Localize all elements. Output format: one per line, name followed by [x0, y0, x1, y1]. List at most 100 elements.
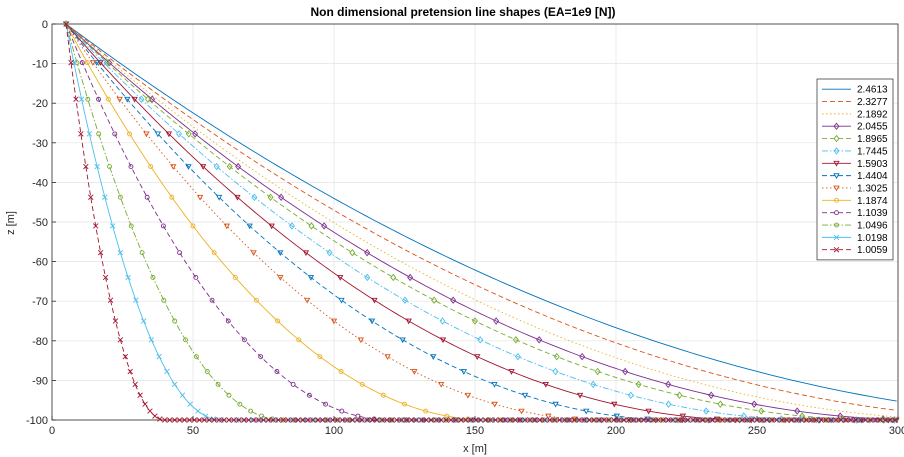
data-point-marker	[477, 336, 484, 344]
data-point-marker	[591, 417, 597, 423]
data-point-marker	[586, 417, 592, 423]
data-point-marker	[364, 417, 370, 423]
legend-label: 1.3025	[857, 183, 888, 194]
data-point-marker	[267, 193, 274, 201]
data-point-marker	[474, 354, 481, 360]
data-point-marker	[778, 417, 785, 423]
data-point-marker	[536, 336, 543, 344]
data-point-marker	[428, 417, 435, 423]
data-point-marker	[290, 381, 296, 387]
data-point-marker	[472, 317, 478, 325]
data-point-marker	[248, 408, 254, 414]
legend-label: 2.0455	[857, 122, 888, 133]
data-point-marker	[172, 318, 178, 324]
data-point-marker	[813, 417, 819, 423]
data-point-marker	[167, 417, 173, 423]
data-point-marker	[156, 353, 162, 360]
data-point-marker	[438, 417, 444, 423]
data-point-marker	[699, 417, 706, 423]
data-point-marker	[270, 417, 277, 423]
data-point-marker	[241, 417, 248, 423]
data-point-marker	[521, 392, 529, 399]
data-point-marker	[665, 400, 672, 408]
data-point-marker	[250, 250, 257, 257]
data-point-marker	[127, 131, 133, 137]
data-point-marker	[507, 417, 513, 423]
data-point-marker	[690, 417, 696, 423]
legend-entry: 1.7445	[822, 146, 888, 157]
data-point-marker	[296, 417, 302, 423]
data-point-marker	[390, 273, 397, 282]
data-point-marker	[85, 96, 91, 102]
data-point-marker	[807, 417, 814, 423]
y-tick-label: -40	[32, 177, 48, 189]
data-point-marker	[323, 401, 328, 407]
data-point-marker	[601, 417, 607, 423]
data-point-marker	[576, 392, 584, 399]
data-point-marker	[128, 223, 134, 229]
data-point-marker	[477, 417, 484, 423]
data-point-marker	[402, 401, 407, 407]
data-point-marker	[514, 352, 521, 361]
data-point-marker	[213, 162, 220, 171]
data-point-marker	[670, 417, 676, 423]
data-point-marker	[142, 401, 148, 407]
data-point-marker	[236, 417, 242, 423]
legend-entry: 1.1874	[822, 196, 888, 207]
data-point-marker	[92, 223, 99, 229]
legend-label: 1.0198	[857, 233, 888, 244]
data-point-marker	[258, 354, 264, 360]
y-tick-label: -70	[32, 296, 48, 308]
data-point-marker	[285, 417, 291, 423]
y-tick-label: -50	[32, 217, 48, 229]
data-point-marker	[265, 417, 272, 423]
series-2.4613	[65, 23, 897, 402]
data-point-marker	[109, 223, 116, 229]
data-point-marker	[401, 296, 408, 304]
legend-label: 1.1039	[857, 208, 888, 219]
data-point-marker	[237, 401, 243, 407]
data-point-marker	[84, 60, 90, 66]
data-point-marker	[704, 417, 711, 423]
series-line	[65, 23, 897, 402]
data-point-marker	[254, 297, 259, 303]
legend-entry: 1.8965	[822, 134, 888, 145]
data-point-marker	[793, 417, 800, 423]
data-point-marker	[581, 417, 587, 423]
data-point-marker	[359, 417, 365, 423]
data-point-marker	[468, 417, 474, 423]
data-point-marker	[513, 417, 519, 423]
legend-label: 1.4404	[857, 171, 888, 182]
data-point-marker	[317, 354, 323, 360]
data-point-marker	[181, 417, 188, 423]
data-point-marker	[833, 417, 839, 423]
data-point-marker	[124, 96, 131, 103]
data-point-marker	[171, 381, 178, 388]
data-point-marker	[315, 417, 321, 423]
data-point-marker	[209, 297, 215, 303]
data-point-marker	[660, 417, 666, 423]
data-point-marker	[579, 352, 586, 361]
legend-entry: 1.5903	[822, 159, 888, 170]
data-point-marker	[553, 352, 560, 361]
data-point-marker	[833, 234, 840, 241]
legend-label: 1.0496	[857, 221, 888, 232]
data-point-marker	[245, 417, 252, 423]
data-point-marker	[215, 194, 223, 201]
data-point-marker	[764, 417, 770, 423]
data-point-marker	[349, 248, 356, 257]
data-point-marker	[596, 417, 602, 423]
data-point-marker	[437, 381, 445, 388]
data-point-marker	[882, 417, 889, 423]
data-point-marker	[709, 417, 716, 423]
data-point-marker	[179, 392, 186, 398]
data-point-marker	[86, 131, 93, 137]
data-point-marker	[265, 417, 271, 423]
data-point-marker	[433, 417, 439, 423]
data-point-marker	[566, 417, 573, 423]
data-point-marker	[319, 417, 325, 423]
data-point-marker	[359, 381, 365, 387]
data-point-marker	[199, 164, 207, 170]
legend-entry: 2.1892	[822, 109, 888, 120]
data-point-marker	[834, 210, 839, 216]
